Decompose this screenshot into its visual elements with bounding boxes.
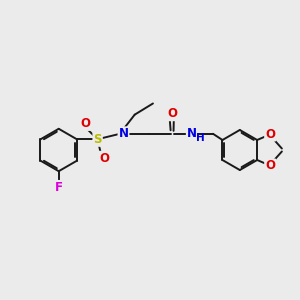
Text: N: N — [118, 127, 128, 140]
Text: F: F — [55, 181, 63, 194]
Text: O: O — [265, 159, 275, 172]
Text: N: N — [187, 127, 197, 140]
Text: O: O — [80, 117, 90, 130]
Text: O: O — [99, 152, 109, 165]
Text: H: H — [196, 133, 205, 142]
Text: O: O — [265, 128, 275, 141]
Text: O: O — [167, 107, 177, 120]
Text: S: S — [93, 133, 102, 146]
